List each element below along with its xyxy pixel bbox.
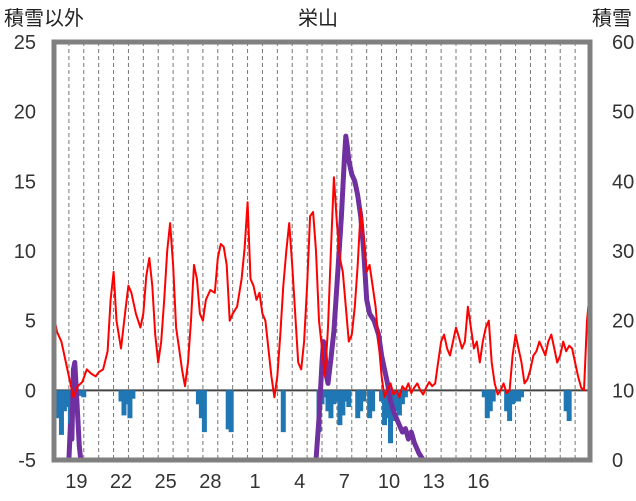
left-y-tick-label: 25 — [14, 32, 36, 54]
precipitation-bar — [225, 390, 231, 430]
precipitation-bar — [58, 390, 64, 435]
right-y-tick-label: 0 — [612, 450, 623, 472]
precipitation-bar — [507, 390, 513, 421]
precipitation-bar — [55, 390, 61, 419]
precipitation-bar — [127, 390, 133, 419]
precipitation-bar — [402, 390, 408, 398]
precipitation-bar — [385, 390, 391, 419]
precipitation-bar — [124, 390, 130, 405]
precipitation-bar — [393, 390, 399, 412]
right-y-tick-label: 50 — [612, 102, 634, 124]
precipitation-bar — [566, 390, 572, 421]
left-axis-title: 積雪以外 — [4, 7, 84, 30]
left-y-tick-label: 10 — [14, 241, 36, 263]
precipitation-bar — [382, 390, 388, 426]
temperature-line — [53, 176, 591, 399]
x-tick-label: 28 — [199, 471, 221, 493]
left-y-tick-label: 15 — [14, 171, 36, 193]
x-tick-label: 22 — [110, 471, 132, 493]
precipitation-bar — [340, 390, 346, 416]
precipitation-bar — [201, 390, 207, 433]
x-tick-label: 4 — [294, 471, 305, 493]
precipitation-bar — [396, 390, 402, 416]
x-axis-labels: 19 22 25 28 1 4 7 10 13 16 — [65, 471, 489, 493]
precipitation-bar — [337, 390, 343, 426]
precipitation-bar — [61, 390, 67, 412]
precipitation-bar — [487, 390, 493, 412]
right-y-axis-labels: 60 50 40 30 20 10 0 — [612, 32, 634, 472]
precipitation-bar — [358, 390, 364, 412]
precipitation-bar — [331, 390, 337, 405]
right-y-tick-label: 60 — [612, 32, 634, 54]
right-y-tick-label: 20 — [612, 311, 634, 333]
precipitation-bar — [334, 390, 340, 402]
right-y-tick-label: 40 — [612, 171, 634, 193]
x-tick-label: 10 — [378, 471, 400, 493]
precipitation-bar — [370, 390, 376, 412]
x-tick-label: 1 — [249, 471, 260, 493]
left-y-axis-labels: 25 20 15 10 5 0 -5 — [14, 32, 36, 472]
precipitation-series — [52, 390, 572, 444]
precipitation-bar — [490, 390, 496, 402]
precipitation-bar — [195, 390, 201, 405]
precipitation-bar — [399, 390, 405, 405]
precipitation-bar — [504, 390, 510, 412]
left-y-tick-label: 0 — [25, 380, 36, 402]
plot-frame — [51, 39, 593, 463]
precipitation-bar — [519, 390, 525, 398]
chart-title: 栄山 — [298, 7, 338, 30]
x-tick-label: 16 — [467, 471, 489, 493]
precipitation-bar — [64, 390, 70, 408]
precipitation-bar — [121, 390, 127, 416]
x-tick-label: 19 — [65, 471, 87, 493]
precipitation-bar — [343, 390, 349, 402]
precipitation-bar — [346, 390, 352, 408]
right-axis-title: 積雪 — [592, 7, 632, 30]
precipitation-bar — [325, 390, 331, 412]
precipitation-bar — [510, 390, 516, 405]
precipitation-bar — [513, 390, 519, 402]
precipitation-bar — [361, 390, 367, 402]
precipitation-bar — [367, 390, 373, 419]
precipitation-bar — [516, 390, 522, 402]
precipitation-bar — [387, 390, 393, 444]
left-y-tick-label: 20 — [14, 102, 36, 124]
precipitation-bar — [322, 390, 328, 398]
precipitation-bar — [379, 390, 385, 402]
x-tick-label: 25 — [155, 471, 177, 493]
precipitation-bar — [563, 390, 569, 412]
left-y-tick-label: 5 — [25, 311, 36, 333]
precipitation-bar — [118, 390, 124, 402]
precipitation-bar — [355, 390, 361, 419]
x-tick-label: 13 — [423, 471, 445, 493]
precipitation-bar — [328, 390, 334, 419]
precipitation-bar — [81, 390, 87, 398]
precipitation-bar — [130, 390, 136, 399]
precipitation-bar — [280, 390, 286, 433]
precipitation-bar — [76, 390, 82, 396]
precipitation-bar — [228, 390, 234, 433]
right-y-tick-label: 10 — [612, 380, 634, 402]
left-y-tick-label: -5 — [18, 450, 36, 472]
x-tick-label: 7 — [339, 471, 350, 493]
right-y-tick-label: 30 — [612, 241, 634, 263]
precipitation-bar — [198, 390, 204, 419]
precipitation-bar — [481, 390, 487, 398]
precipitation-bar — [484, 390, 490, 419]
